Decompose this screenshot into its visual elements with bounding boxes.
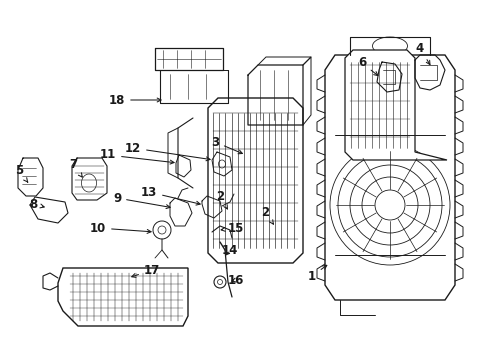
Polygon shape (207, 98, 303, 263)
Text: 11: 11 (100, 148, 174, 164)
Text: 14: 14 (222, 243, 238, 256)
Text: 12: 12 (124, 141, 210, 161)
Text: 17: 17 (131, 264, 160, 277)
Text: 18: 18 (109, 94, 161, 107)
Polygon shape (345, 50, 446, 160)
Text: 2: 2 (261, 206, 273, 224)
Text: 9: 9 (113, 192, 170, 208)
Text: 3: 3 (210, 135, 242, 154)
Text: 15: 15 (221, 221, 244, 234)
Text: 10: 10 (90, 221, 151, 234)
Text: 8: 8 (29, 198, 44, 211)
Text: 4: 4 (415, 41, 429, 65)
Polygon shape (58, 268, 187, 326)
Text: 5: 5 (15, 165, 28, 182)
Text: 6: 6 (357, 57, 377, 76)
Text: 2: 2 (216, 189, 227, 209)
Text: 16: 16 (227, 274, 244, 287)
Polygon shape (325, 55, 454, 300)
Text: 7: 7 (69, 158, 82, 177)
Text: 13: 13 (141, 185, 200, 205)
Text: 1: 1 (307, 265, 326, 283)
